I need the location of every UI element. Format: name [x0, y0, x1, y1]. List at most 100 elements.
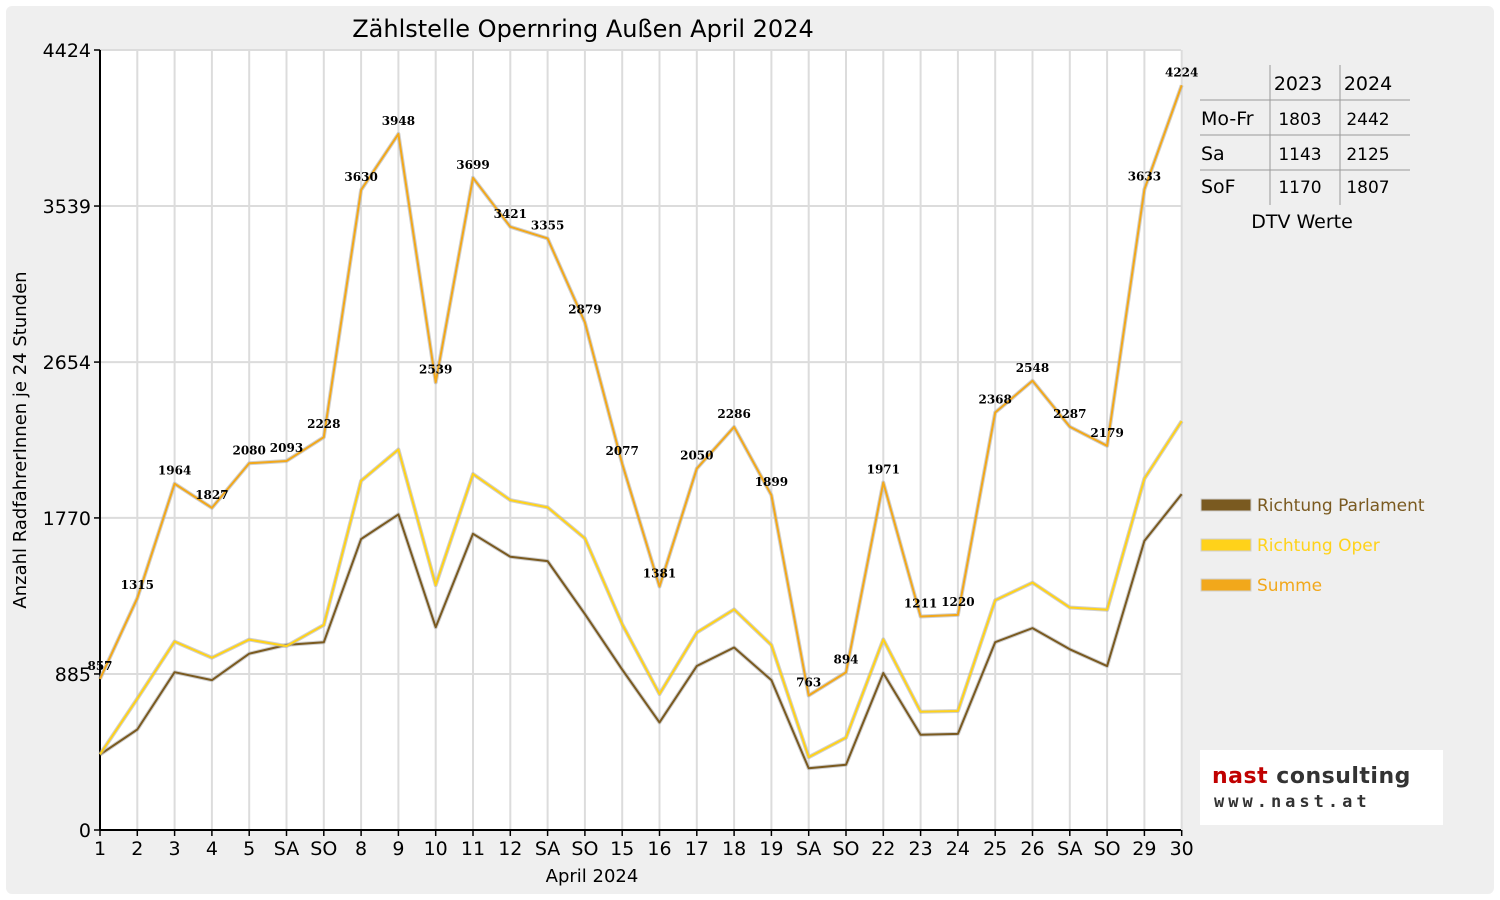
legend: Richtung Parlament Richtung Oper Summe: [1200, 496, 1425, 596]
data-label: 2879: [568, 302, 601, 316]
x-tick-label: SO: [1094, 838, 1121, 860]
data-label: 2287: [1053, 407, 1086, 421]
data-label: 1211: [904, 596, 937, 610]
data-label: 857: [87, 659, 112, 673]
logo-wordmark: nast consulting: [1212, 764, 1411, 789]
x-tick-label: SA: [796, 838, 821, 860]
x-tick-label: 23: [909, 838, 933, 860]
dtv-header-2024: 2024: [1344, 73, 1392, 95]
x-tick-label: SA: [1057, 838, 1082, 860]
y-tick-label: 1770: [43, 508, 91, 530]
x-tick-label: 16: [647, 838, 671, 860]
data-label: 3355: [531, 218, 564, 232]
x-tick-label: 9: [392, 838, 404, 860]
data-label: 2539: [419, 362, 452, 376]
legend-entry: Richtung Oper: [1257, 536, 1380, 556]
data-label: 2093: [270, 441, 303, 455]
x-axis-ticks: 1 2 3 4 5 SA SO 8 9 10 11 12 SA SO 15 16 17 18 19 SA SO 22 23 2…: [94, 838, 1194, 860]
x-tick-label: 8: [355, 838, 367, 860]
dtv-cell: 1807: [1346, 178, 1389, 198]
dtv-cell: 2442: [1346, 110, 1389, 130]
legend-entry: Summe: [1257, 576, 1322, 596]
series-line: [99, 84, 1183, 697]
x-tick-label: 30: [1170, 838, 1194, 860]
plot-area: [100, 50, 1181, 830]
data-label: 2368: [978, 392, 1011, 406]
x-tick-label: 1: [94, 838, 106, 860]
dtv-row-label: Sa: [1201, 143, 1225, 165]
data-label: 2077: [605, 444, 638, 458]
x-axis-label: April 2024: [546, 866, 639, 887]
legend-entry: Richtung Parlament: [1257, 496, 1425, 516]
data-label: 1971: [867, 462, 900, 476]
axes: [94, 49, 1183, 836]
dtv-cell: 1803: [1278, 110, 1321, 130]
data-label: 3948: [382, 114, 415, 128]
x-tick-label: 19: [759, 838, 783, 860]
x-tick-label: SA: [535, 838, 560, 860]
data-label: 2228: [307, 417, 340, 431]
dtv-row-label: SoF: [1201, 176, 1236, 198]
dtv-cell: 2125: [1346, 145, 1389, 165]
y-tick-label: 885: [55, 664, 91, 686]
x-tick-label: 15: [610, 838, 634, 860]
data-label: 1899: [755, 475, 788, 489]
logo-website: www.nast.at: [1214, 792, 1371, 812]
legend-swatch: [1200, 578, 1252, 592]
x-tick-label: 2: [131, 838, 143, 860]
dtv-caption: DTV Werte: [1251, 211, 1353, 233]
data-label: 2179: [1090, 426, 1123, 440]
x-tick-label: 25: [983, 838, 1007, 860]
y-tick-label: 2654: [43, 352, 91, 374]
y-axis-label: Anzahl RadfahrerInnen je 24 Stunden: [10, 271, 31, 608]
x-tick-label: 4: [206, 838, 218, 860]
data-label: 1827: [195, 488, 228, 502]
x-tick-label: SO: [832, 838, 859, 860]
y-tick-label: 0: [79, 820, 91, 842]
chart-title: Zählstelle Opernring Außen April 2024: [352, 15, 814, 43]
legend-swatch: [1200, 538, 1252, 552]
y-tick-label: 4424: [43, 40, 91, 62]
x-tick-label: 22: [871, 838, 895, 860]
x-tick-label: 10: [424, 838, 448, 860]
x-tick-label: 12: [498, 838, 522, 860]
legend-swatch: [1200, 498, 1252, 512]
x-tick-label: 3: [169, 838, 181, 860]
data-label: 3699: [456, 158, 489, 172]
x-tick-label: 29: [1132, 838, 1156, 860]
data-label: 2548: [1016, 361, 1049, 375]
x-tick-label: 5: [243, 838, 255, 860]
data-label: 894: [833, 652, 858, 666]
dtv-cell: 1143: [1278, 145, 1321, 165]
x-tick-label: SO: [571, 838, 598, 860]
x-tick-label: 11: [461, 838, 485, 860]
data-label: 1315: [121, 578, 154, 592]
company-logo: nast consulting www.nast.at: [1200, 750, 1443, 825]
data-label: 2080: [232, 443, 265, 457]
dtv-row-label: Mo-Fr: [1201, 108, 1254, 130]
data-label: 763: [796, 675, 821, 689]
y-axis-ticks: 0 885 1770 2654 3539 4424: [43, 40, 91, 842]
data-label: 4224: [1165, 65, 1198, 79]
dtv-header-2023: 2023: [1274, 73, 1322, 95]
data-label: 3421: [494, 207, 527, 221]
data-label: 3633: [1128, 169, 1161, 183]
dtv-cell: 1170: [1278, 178, 1321, 198]
data-label: 3630: [344, 170, 377, 184]
series-line: [99, 420, 1183, 759]
grid: [100, 49, 1183, 830]
dtv-table: 2023 2024 Mo-Fr 1803 2442 Sa 1143 2125 S…: [1200, 65, 1410, 233]
x-tick-label: SA: [274, 838, 299, 860]
series-lines: [98, 84, 1184, 771]
x-tick-label: 24: [946, 838, 970, 860]
data-label: 1220: [941, 595, 974, 609]
x-tick-label: 18: [722, 838, 746, 860]
x-tick-label: 17: [685, 838, 709, 860]
x-tick-label: SO: [310, 838, 337, 860]
data-label: 2050: [680, 449, 713, 463]
y-tick-label: 3539: [43, 196, 91, 218]
data-label: 2286: [717, 407, 750, 421]
x-tick-label: 26: [1020, 838, 1044, 860]
data-label: 1964: [158, 464, 191, 478]
